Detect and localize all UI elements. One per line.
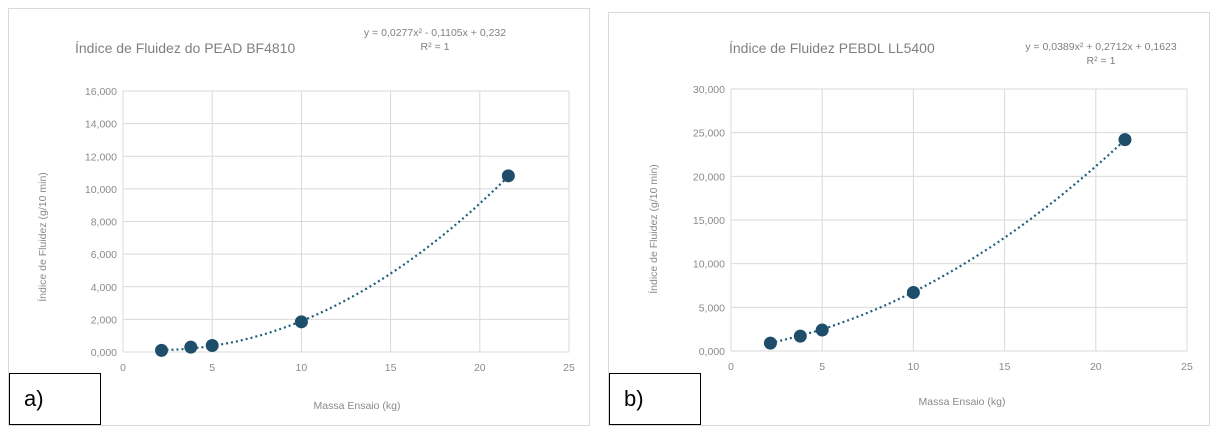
chart-b-x-tick-label: 15	[999, 361, 1011, 373]
chart-a-equation: y = 0,0277x² - 0,1105x + 0,232	[364, 27, 506, 39]
chart-a-x-ticks: 0 5 10 15 20 25	[120, 362, 575, 374]
chart-b-point	[793, 329, 807, 343]
chart-a-y-tick-label: 10,000	[85, 184, 117, 196]
chart-b-r2: R² = 1	[1087, 55, 1116, 67]
chart-a-y-tick-label: 8,000	[91, 217, 117, 229]
panel-b-letter: b)	[609, 373, 701, 425]
chart-a-y-tick-label: 0,000	[91, 347, 117, 359]
chart-b-trendline	[770, 139, 1126, 344]
chart-b-point	[1118, 133, 1132, 147]
chart-a-y-tick-label: 14,000	[85, 119, 117, 131]
chart-panel-b: 0,000 5,000 10,000 15,000 20,000 25,000 30,000…	[608, 12, 1210, 426]
chart-a-gridlines	[122, 90, 570, 353]
chart-a-point	[155, 343, 169, 357]
chart-b-y-tick-label: 20,000	[693, 171, 725, 183]
chart-b-y-tick-label: 15,000	[693, 215, 725, 227]
chart-a-r2: R² = 1	[421, 41, 450, 53]
panel-a-letter: a)	[9, 373, 101, 425]
chart-b-points	[763, 133, 1132, 350]
chart-a-point	[501, 169, 515, 183]
chart-a-x-tick-label: 20	[474, 362, 486, 374]
chart-b-y-tick-label: 10,000	[693, 259, 725, 271]
chart-a-y-tick-label: 6,000	[91, 249, 117, 261]
chart-a-trendline	[161, 175, 510, 352]
chart-b-svg: 0,000 5,000 10,000 15,000 20,000 25,000 30,000…	[647, 40, 1193, 408]
chart-a-y-tick-label: 12,000	[85, 151, 117, 163]
chart-a-y-label: Índice de Fluidez (g/10 min)	[36, 172, 49, 302]
chart-b-y-ticks: 0,000 5,000 10,000 15,000 20,000 25,000 30,000	[693, 84, 725, 358]
chart-a-y-tick-label: 4,000	[91, 282, 117, 294]
chart-a-x-tick-label: 0	[120, 362, 126, 374]
chart-b-title: Índice de Fluidez PEBDL LL5400	[729, 40, 935, 56]
chart-b-y-tick-label: 25,000	[693, 128, 725, 140]
chart-b-x-tick-label: 10	[908, 361, 920, 373]
chart-b-x-label: Massa Ensaio (kg)	[919, 396, 1006, 408]
chart-b-y-tick-label: 30,000	[693, 84, 725, 96]
chart-a-x-tick-label: 15	[385, 362, 397, 374]
chart-b-y-label: Índice de Fluidez (g/10 min)	[647, 164, 660, 294]
chart-a-x-tick-label: 25	[563, 362, 575, 374]
chart-a-y-ticks: 0,000 2,000 4,000 6,000 8,000 10,000 12,000 14,…	[85, 86, 117, 359]
chart-b-x-tick-label: 25	[1181, 361, 1193, 373]
chart-b-point	[763, 336, 777, 350]
chart-b-gridlines	[730, 88, 1188, 352]
chart-a-point	[294, 315, 308, 329]
chart-a-y-tick-label: 2,000	[91, 314, 117, 326]
chart-b-x-tick-label: 0	[728, 361, 734, 373]
chart-b-x-tick-label: 5	[819, 361, 825, 373]
chart-b-y-tick-label: 5,000	[699, 302, 725, 314]
chart-b-equation: y = 0,0389x² + 0,2712x + 0,1623	[1025, 41, 1177, 53]
chart-panel-a: 0,000 2,000 4,000 6,000 8,000 10,000 12,000 14,…	[8, 8, 590, 426]
chart-a-title: Índice de Fluidez do PEAD BF4810	[75, 40, 295, 56]
chart-b-point	[906, 285, 920, 299]
chart-a-point	[184, 340, 198, 354]
chart-a-point	[205, 338, 219, 352]
chart-b-y-tick-label: 0,000	[699, 346, 725, 358]
chart-a-svg: 0,000 2,000 4,000 6,000 8,000 10,000 12,000 14,…	[36, 27, 575, 412]
chart-a-x-tick-label: 10	[296, 362, 308, 374]
chart-a-x-label: Massa Ensaio (kg)	[314, 400, 401, 412]
chart-a-x-tick-label: 5	[209, 362, 215, 374]
chart-b-x-tick-label: 20	[1090, 361, 1102, 373]
chart-a-points	[155, 169, 515, 357]
chart-b-x-ticks: 0 5 10 15 20 25	[728, 361, 1193, 373]
chart-a-y-tick-label: 16,000	[85, 86, 117, 98]
chart-b-point	[815, 323, 829, 337]
